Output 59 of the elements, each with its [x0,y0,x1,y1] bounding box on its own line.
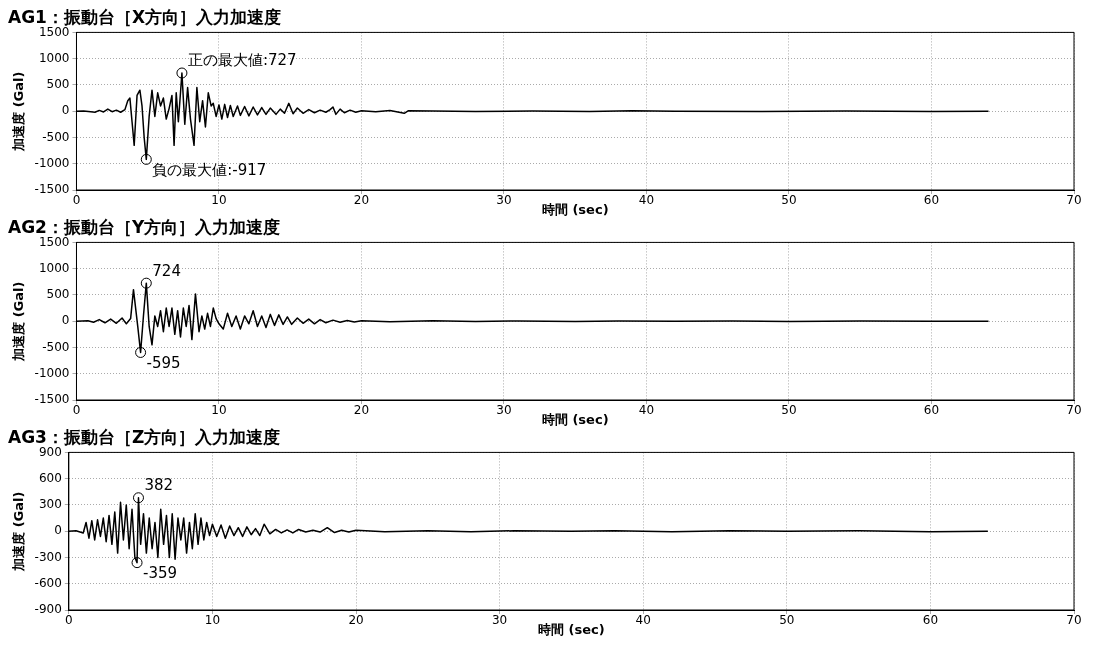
x-tick-label: 70 [1066,613,1082,628]
x-axis-title: 時間 (sec) [541,411,609,427]
annotation: -359 [143,564,178,583]
x-tick-label: 60 [923,403,940,418]
y-tick-label: 0 [61,313,70,328]
x-tick-label: 10 [211,193,227,208]
x-axis-title: 時間 (sec) [541,201,609,217]
x-tick-label: 10 [211,403,227,418]
y-tick-label: -300 [34,549,62,564]
y-tick-label: 500 [46,77,70,92]
y-axis-title: 加速度 (Gal) [11,281,27,362]
y-tick-label: 1000 [38,50,70,65]
y-tick-label: -1000 [34,155,70,170]
x-tick-label: 20 [353,193,370,208]
y-tick-label: 1000 [38,260,70,275]
x-tick-label: 60 [923,193,940,208]
chart-title: AG3：振動台［Z方向］入力加速度 [8,426,281,447]
y-tick-label: -500 [42,129,70,144]
x-tick-label: 70 [1066,403,1082,418]
y-axis-title: 加速度 (Gal) [11,71,27,152]
annotation: 382 [144,476,174,495]
y-tick-label: 900 [38,444,62,459]
annotation: 正の最大値:727 [187,51,297,70]
x-tick-label: 0 [72,193,81,208]
annotation: 負の最大値:-917 [152,160,267,179]
y-tick-label: 0 [61,103,70,118]
x-tick-label: 30 [496,403,512,418]
y-tick-label: -1500 [34,392,70,407]
x-tick-label: 30 [491,613,508,628]
y-tick-label: 1500 [38,234,70,249]
annotation: 724 [152,261,181,280]
y-tick-label: -1000 [34,365,70,380]
annotation: -595 [146,353,181,372]
chart-title: AG1：振動台［X方向］入力加速度 [8,6,282,27]
y-tick-label: 0 [54,523,62,538]
x-tick-label: 20 [348,613,364,628]
y-tick-label: 600 [38,470,62,485]
x-tick-label: 10 [204,613,221,628]
y-tick-label: -500 [42,339,70,354]
x-tick-label: 50 [779,613,795,628]
y-tick-label: -1500 [34,182,70,197]
x-tick-label: 70 [1066,193,1082,208]
y-tick-label: 300 [38,497,62,512]
x-tick-label: 50 [781,193,797,208]
x-tick-label: 20 [353,403,370,418]
x-tick-label: 40 [638,403,655,418]
x-tick-label: 40 [638,193,655,208]
x-tick-label: 50 [781,403,797,418]
x-tick-label: 0 [72,403,81,418]
x-tick-label: 40 [635,613,651,628]
x-tick-label: 60 [922,613,939,628]
chart-title: AG2：振動台［Y方向］入力加速度 [8,216,281,237]
y-tick-label: 500 [46,287,70,302]
y-axis-title: 加速度 (Gal) [11,491,27,572]
y-tick-label: 1500 [38,24,70,39]
y-tick-label: -600 [34,575,62,590]
x-tick-label: 30 [496,193,512,208]
y-tick-label: -900 [34,602,62,617]
x-axis-title: 時間 (sec) [538,621,605,637]
